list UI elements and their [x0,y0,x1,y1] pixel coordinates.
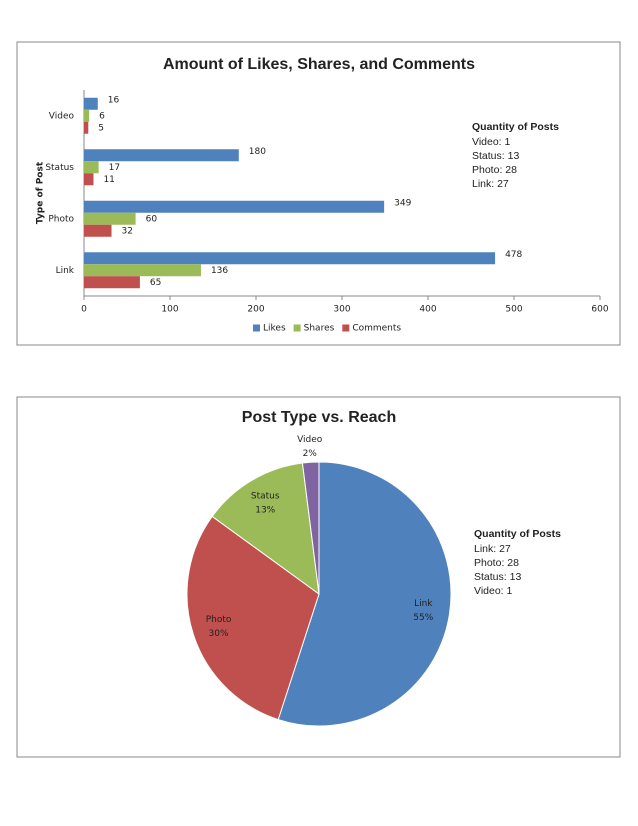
data-label: 5 [98,123,104,133]
annotation-line: Status: 13 [474,571,521,583]
slice-label: Video [297,435,323,445]
legend-label: Comments [352,324,401,334]
pie-slice [301,461,320,595]
slice-label: Link [414,599,433,609]
annotation-line: Link: 27 [474,543,511,555]
chart-title: Amount of Likes, Shares, and Comments [163,56,475,73]
bar [84,121,89,134]
slice-label: Status [251,492,280,502]
data-label: 6 [99,111,105,121]
x-tick-label: 600 [591,305,608,315]
pie-slice [277,461,452,727]
bar [84,212,136,225]
y-tick-label: Video [49,111,75,121]
annotation-title: Quantity of Posts [472,121,559,133]
annotation-line: Status: 13 [472,150,519,162]
chart-frame [16,41,621,346]
data-label: 65 [150,278,161,288]
x-tick-label: 500 [505,305,522,315]
legend-label: Likes [263,324,286,334]
bar [84,264,201,277]
slice-value: 2% [303,449,318,459]
data-label: 17 [109,163,120,173]
bar [84,276,140,289]
annotation-line: Photo: 28 [474,557,519,569]
x-tick-label: 200 [247,305,264,315]
bar [84,224,112,237]
slice-value: 30% [209,629,229,639]
pie-slice [186,515,320,721]
data-label: 32 [122,226,133,236]
bar [84,252,496,265]
bar [84,200,385,213]
y-tick-label: Photo [48,214,74,224]
legend-swatch [253,324,260,332]
data-label: 478 [505,250,522,260]
pie-slice [211,462,320,596]
bar [84,97,98,110]
chart-title: Post Type vs. Reach [242,409,396,426]
annotation-line: Video: 1 [472,136,510,148]
data-label: 349 [394,198,411,208]
annotation-line: Link: 27 [472,178,509,190]
bar [84,109,90,122]
y-tick-label: Link [56,266,75,276]
bar [84,161,99,174]
data-label: 180 [249,147,266,157]
annotation-title: Quantity of Posts [474,528,561,540]
data-label: 60 [146,214,158,224]
y-tick-label: Status [45,163,74,173]
legend-swatch [342,324,350,332]
legend-swatch [293,324,301,332]
x-tick-label: 300 [333,305,350,315]
data-label: 16 [108,95,120,105]
slice-label: Photo [206,615,232,625]
legend-label: Shares [304,324,335,334]
slice-value: 55% [413,613,433,623]
slice-value: 13% [255,506,275,516]
x-tick-label: 0 [81,305,87,315]
bar [84,173,94,186]
y-axis-label: Type of Post [36,161,46,224]
annotation-line: Photo: 28 [472,164,517,176]
bar [84,149,239,162]
annotation-line: Video: 1 [474,585,512,597]
data-label: 11 [103,175,114,185]
data-label: 136 [211,266,228,276]
x-tick-label: 400 [419,305,436,315]
x-tick-label: 100 [161,305,178,315]
